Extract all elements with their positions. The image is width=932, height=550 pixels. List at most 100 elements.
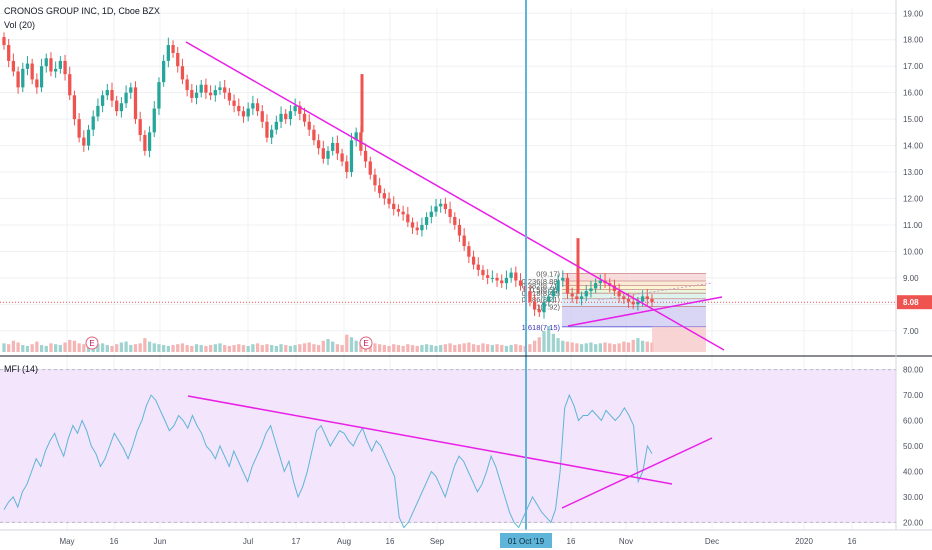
candle-body <box>373 174 377 186</box>
volume-bar <box>537 337 541 352</box>
candle-body <box>72 95 77 120</box>
time-tick-label: 2020 <box>795 537 813 546</box>
volume-bar <box>598 343 602 352</box>
volume-bar <box>270 345 274 352</box>
candle-body <box>448 209 452 218</box>
candle-body <box>171 45 175 53</box>
candle-body <box>260 111 264 122</box>
volume-bar <box>72 340 77 352</box>
volume-bar <box>490 345 494 352</box>
volume-bar <box>617 343 621 352</box>
fib-level-label: 0.382(8.71) <box>522 282 561 291</box>
volume-bar <box>453 345 457 352</box>
candle-body <box>241 111 246 117</box>
symbol-title: CRONOS GROUP INC, 1D, Cboe BZX <box>4 6 160 16</box>
candle-body <box>274 121 278 130</box>
volume-bar <box>30 344 34 352</box>
fib-zone <box>562 293 706 299</box>
volume-bar <box>612 344 617 352</box>
candle-body <box>617 291 621 297</box>
candle-body <box>115 100 119 112</box>
candle-body <box>143 134 147 151</box>
volume-bar <box>495 344 499 352</box>
candle-body <box>354 132 358 141</box>
trendlines[interactable] <box>185 41 725 509</box>
volume-bar <box>396 345 401 352</box>
volume-bar <box>345 334 349 352</box>
volume-bar <box>255 343 260 352</box>
price-tick-label: 9.00 <box>903 274 919 283</box>
volume-bar <box>157 344 161 352</box>
candle-body <box>86 129 91 146</box>
volume-bar <box>335 344 340 352</box>
volume-bar <box>152 343 156 352</box>
mfi-tick-label: 70.00 <box>903 391 924 400</box>
fib-projection-box <box>652 326 706 352</box>
candle-body <box>626 299 631 302</box>
candle-body <box>133 87 138 120</box>
fib-level-label: 0.5(8.56) <box>530 285 561 294</box>
price-tick-label: 14.00 <box>903 142 924 151</box>
volume-bar <box>331 341 335 352</box>
volume-bars <box>2 326 654 352</box>
volume-bar <box>204 345 208 352</box>
volume-bar <box>316 345 321 352</box>
candle-body <box>495 277 499 281</box>
volume-bar <box>378 344 382 352</box>
candle-body <box>387 198 391 204</box>
volume-bar <box>227 345 232 352</box>
volume-bar <box>86 345 91 352</box>
volume-bar <box>147 341 152 352</box>
candle-body <box>246 108 250 117</box>
candle-body <box>349 140 354 173</box>
mfi-tick-label: 80.00 <box>903 366 924 375</box>
volume-bar <box>640 340 645 352</box>
candle-body <box>579 296 584 300</box>
price-tick-label: 12.00 <box>903 194 924 203</box>
volume-bar <box>415 345 419 352</box>
candle-body <box>138 119 142 135</box>
candle-body <box>598 280 602 284</box>
volume-bar <box>119 342 124 352</box>
mfi-indicator-label: MFI (14) <box>4 364 39 374</box>
fib-zone <box>562 285 706 290</box>
candle-body <box>612 285 617 292</box>
volume-bar <box>500 345 504 352</box>
mfi-tick-label: 30.00 <box>903 493 924 502</box>
candle-body <box>363 150 368 162</box>
candle-body <box>77 119 81 138</box>
volume-bar <box>326 339 330 352</box>
price-tick-label: 15.00 <box>903 115 924 124</box>
volume-bar <box>7 344 11 352</box>
candle-body <box>486 275 490 278</box>
volume-bar <box>354 340 358 352</box>
volume-bar <box>410 345 415 352</box>
candle-body <box>439 203 443 207</box>
volume-bar <box>68 339 72 352</box>
candle-body <box>471 256 476 265</box>
volume-bar <box>579 344 584 352</box>
candle-body <box>589 288 593 292</box>
candle-body <box>406 214 410 223</box>
volume-bar <box>528 344 532 352</box>
candle-body <box>331 142 335 151</box>
price-tick-label: 7.00 <box>903 327 919 336</box>
volume-bar <box>448 343 452 352</box>
volume-bar <box>424 344 429 352</box>
candle-body <box>58 60 62 69</box>
volume-bar <box>208 345 213 352</box>
candle-body <box>279 113 283 122</box>
volume-bar <box>35 341 39 352</box>
candle-body <box>30 63 34 80</box>
volume-bar <box>603 342 607 352</box>
candle-body <box>270 129 274 138</box>
candle-body <box>382 193 386 199</box>
candle-body <box>232 100 236 106</box>
candle-body <box>129 87 133 93</box>
volume-bar <box>105 345 109 352</box>
candle-body <box>44 58 48 67</box>
volume-bar <box>100 343 105 352</box>
volume-bar <box>429 345 433 352</box>
mfi-rising-trendline <box>561 437 713 509</box>
